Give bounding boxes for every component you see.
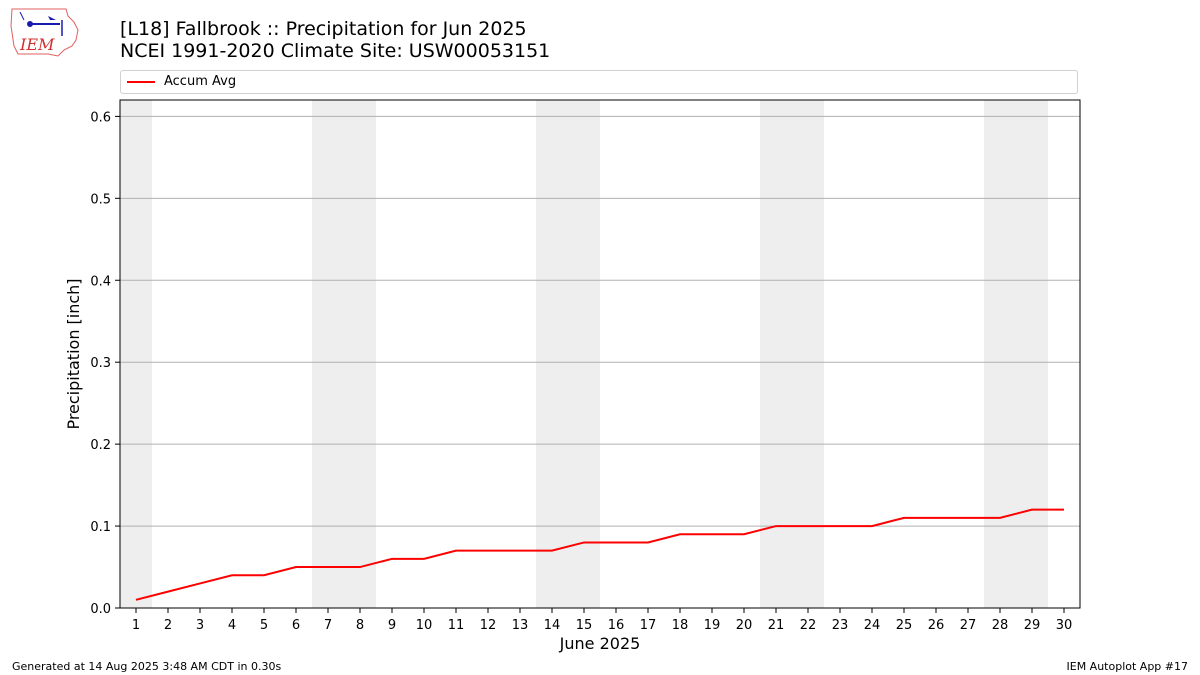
series-line-accum-avg	[135, 508, 1064, 601]
chart-title: [L18] Fallbrook :: Precipitation for Jun…	[120, 18, 550, 62]
x-axis: 1 2 3 4 5 6 7 8 9 10 11 12 13 14 15 16 17 18 19 20 21 22 23 24 2…	[132, 608, 1072, 633]
weekend-band	[792, 100, 824, 608]
weekend-band	[536, 100, 568, 608]
weekend-band	[120, 100, 152, 608]
x-tick-label: 1	[132, 618, 140, 633]
iem-logo: IEM	[8, 6, 80, 58]
x-tick-label: 30	[1056, 618, 1073, 633]
x-tick-label: 26	[928, 618, 945, 633]
x-tick-label: 7	[324, 618, 332, 633]
x-tick-label: 17	[640, 618, 657, 633]
x-tick-label: 25	[896, 618, 913, 633]
plot-frame	[119, 99, 1081, 609]
x-tick-label: 16	[608, 618, 625, 633]
weekend-band	[344, 100, 376, 608]
x-tick-label: 11	[448, 618, 465, 633]
y-tick-label: 0.6	[90, 110, 111, 125]
x-tick-label: 3	[196, 618, 204, 633]
x-tick-label: 29	[1024, 618, 1041, 633]
footer-app: IEM Autoplot App #17	[1066, 660, 1189, 673]
x-tick-label: 4	[228, 618, 236, 633]
weekend-band	[1016, 100, 1048, 608]
x-tick-label: 27	[960, 618, 977, 633]
weekend-band	[760, 100, 792, 608]
x-tick-label: 20	[736, 618, 753, 633]
weekend-band	[312, 100, 344, 608]
x-tick-label: 18	[672, 618, 689, 633]
title-line-1: [L18] Fallbrook :: Precipitation for Jun…	[120, 18, 527, 40]
title-line-2: NCEI 1991-2020 Climate Site: USW00053151	[120, 40, 551, 62]
x-tick-label: 14	[544, 618, 561, 633]
x-tick-label: 22	[800, 618, 817, 633]
y-tick-label: 0.5	[90, 192, 111, 207]
x-tick-label: 10	[416, 618, 433, 633]
footer-generated: Generated at 14 Aug 2025 3:48 AM CDT in …	[12, 660, 282, 673]
x-tick-label: 21	[768, 618, 785, 633]
x-tick-label: 5	[260, 618, 268, 633]
x-tick-label: 8	[356, 618, 364, 633]
x-tick-label: 19	[704, 618, 721, 633]
x-tick-label: 9	[388, 618, 396, 633]
legend-label: Accum Avg	[164, 74, 237, 89]
x-tick-label: 24	[864, 618, 881, 633]
x-tick-label: 23	[832, 618, 849, 633]
y-tick-label: 0.2	[90, 438, 111, 453]
x-tick-label: 2	[164, 618, 172, 633]
y-tick-label: 0.4	[90, 274, 111, 289]
logo-text: IEM	[19, 35, 55, 54]
x-tick-label: 12	[480, 618, 497, 633]
x-axis-label: June 2025	[559, 634, 641, 653]
legend-line-swatch	[127, 81, 155, 83]
y-tick-label: 0.3	[90, 356, 111, 371]
x-tick-label: 15	[576, 618, 593, 633]
x-tick-label: 6	[292, 618, 300, 633]
series-layer	[135, 508, 1065, 601]
y-axis: 0.0 0.1 0.2 0.3 0.4 0.5 0.6	[90, 110, 120, 617]
y-axis-label: Precipitation [inch]	[64, 278, 83, 429]
x-tick-label: 28	[992, 618, 1009, 633]
y-tick-label: 0.0	[90, 602, 111, 617]
weekend-band	[568, 100, 600, 608]
legend: Accum Avg	[120, 70, 1078, 94]
x-tick-label: 13	[512, 618, 529, 633]
y-tick-label: 0.1	[90, 520, 111, 535]
weekend-band	[984, 100, 1016, 608]
weekend-shading	[120, 100, 1048, 608]
